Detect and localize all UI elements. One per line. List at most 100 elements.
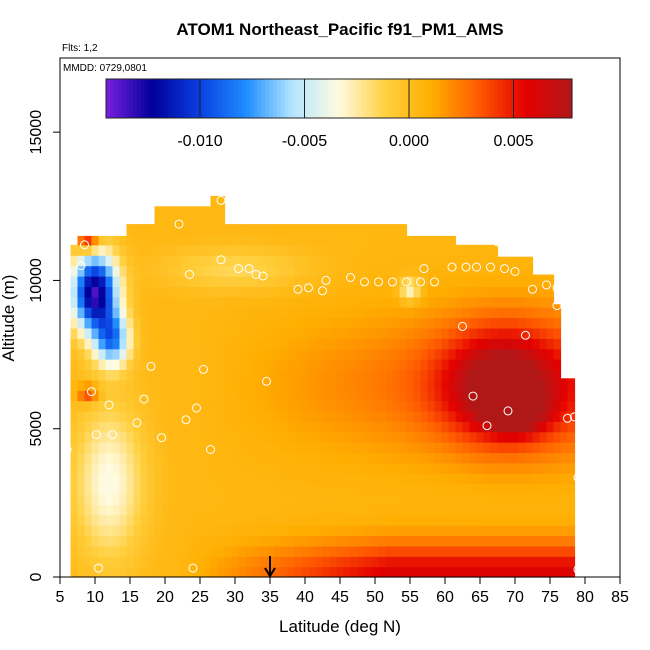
heatmap-cell xyxy=(455,296,464,308)
heatmap-cell xyxy=(350,276,359,287)
heatmap-cell xyxy=(490,494,499,505)
heatmap-cell xyxy=(252,535,261,547)
heatmap-cell xyxy=(455,265,464,277)
heatmap-cell xyxy=(210,276,219,287)
heatmap-cell xyxy=(294,431,303,443)
heatmap-cell xyxy=(434,452,443,464)
heatmap-cell xyxy=(399,462,408,474)
sample-point xyxy=(185,270,194,279)
heatmap-cell xyxy=(385,286,394,298)
heatmap-cell xyxy=(420,255,429,267)
heatmap-cell xyxy=(546,338,555,350)
heatmap-cell xyxy=(161,244,170,256)
heatmap-cell xyxy=(294,369,303,381)
heatmap-cell xyxy=(231,379,240,391)
heatmap-cell xyxy=(147,255,156,267)
heatmap-cell xyxy=(77,514,86,526)
heatmap-cell xyxy=(357,494,366,505)
heatmap-cell xyxy=(147,452,156,464)
heatmap-cell xyxy=(490,452,499,464)
heatmap-cell xyxy=(133,255,142,267)
heatmap-cell xyxy=(252,556,261,568)
heatmap-cell xyxy=(476,317,485,329)
colorbar-swatch xyxy=(175,79,181,118)
heatmap-cell xyxy=(511,307,520,319)
heatmap-cell xyxy=(301,504,310,516)
heatmap-cell xyxy=(511,431,520,443)
heatmap-cell xyxy=(567,504,576,516)
heatmap-cell xyxy=(301,307,310,319)
heatmap-cell xyxy=(161,296,170,308)
heatmap-cell xyxy=(462,442,471,454)
heatmap-cell xyxy=(371,234,380,246)
heatmap-cell xyxy=(273,359,282,370)
heatmap-cell xyxy=(182,473,191,485)
heatmap-cell xyxy=(371,535,380,547)
heatmap-cell xyxy=(280,400,289,412)
heatmap-cell xyxy=(168,442,177,454)
heatmap-cell xyxy=(154,327,163,339)
heatmap-cell xyxy=(504,504,513,516)
heatmap-cell xyxy=(490,244,499,256)
heatmap-cell xyxy=(532,421,541,433)
heatmap-cell xyxy=(105,483,114,495)
heatmap-cell xyxy=(315,265,324,277)
heatmap-cell xyxy=(161,234,170,246)
heatmap-cell xyxy=(546,525,555,537)
heatmap-cell xyxy=(546,327,555,339)
heatmap-cell xyxy=(259,276,268,287)
heatmap-cell xyxy=(224,494,233,505)
sample-point xyxy=(262,376,271,386)
heatmap-cell xyxy=(182,442,191,454)
heatmap-cell xyxy=(511,442,520,454)
heatmap-cell xyxy=(210,483,219,495)
heatmap-cell xyxy=(98,410,107,422)
heatmap-cell xyxy=(399,255,408,267)
heatmap-cell xyxy=(518,535,527,547)
heatmap-cell xyxy=(539,276,548,287)
heatmap-cell xyxy=(126,255,135,267)
heatmap-cell xyxy=(154,504,163,516)
colorbar-swatch xyxy=(494,79,499,118)
heatmap-cell xyxy=(343,400,352,412)
heatmap-cell xyxy=(385,410,394,422)
heatmap-cell xyxy=(231,400,240,412)
heatmap-cell xyxy=(525,317,534,329)
heatmap-cell xyxy=(217,390,226,402)
heatmap-cell xyxy=(553,410,562,422)
heatmap-cell xyxy=(189,545,198,557)
heatmap-cell xyxy=(371,421,380,433)
heatmap-cell xyxy=(336,431,345,443)
heatmap-cell xyxy=(329,296,338,308)
heatmap-cell xyxy=(112,296,121,308)
heatmap-cell xyxy=(147,566,156,578)
heatmap-cell xyxy=(364,566,373,578)
heatmap-cell xyxy=(483,556,492,568)
heatmap-cell xyxy=(266,338,275,350)
heatmap-cell xyxy=(238,421,247,433)
heatmap-cell xyxy=(343,452,352,464)
heatmap-cell xyxy=(532,473,541,485)
heatmap-cell xyxy=(336,566,345,578)
heatmap-cell xyxy=(266,400,275,412)
heatmap-cell xyxy=(119,494,128,505)
heatmap-cell xyxy=(98,452,107,464)
heatmap-cell xyxy=(476,348,485,360)
heatmap-cell xyxy=(420,473,429,485)
heatmap-cell xyxy=(77,525,86,537)
heatmap-cell xyxy=(560,566,569,578)
heatmap-cell xyxy=(175,206,184,215)
heatmap-cell xyxy=(392,234,401,246)
heatmap-cell xyxy=(371,400,380,412)
colorbar-swatch xyxy=(304,79,309,118)
heatmap-cell xyxy=(161,483,170,495)
heatmap-cell xyxy=(217,276,226,287)
heatmap-cell xyxy=(168,265,177,277)
heatmap-cell xyxy=(504,494,513,505)
heatmap-cell xyxy=(266,348,275,360)
heatmap-cell xyxy=(154,359,163,370)
heatmap-cell xyxy=(476,286,485,298)
heatmap-cell xyxy=(301,473,310,485)
heatmap-cell xyxy=(301,234,310,246)
heatmap-cell xyxy=(406,235,415,246)
